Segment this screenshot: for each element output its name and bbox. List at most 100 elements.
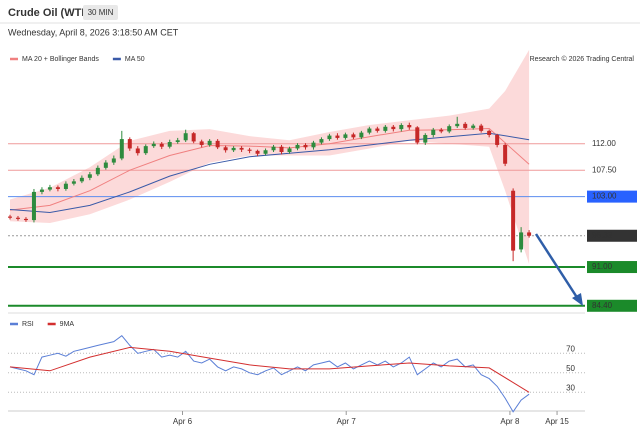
level-label: 84.40 [592,301,613,310]
x-tick-label: Apr 8 [500,417,520,426]
level-label: 91.00 [592,262,613,271]
candle-body [431,129,436,135]
forecast-arrow [534,233,583,306]
level-label-box [587,164,637,177]
candle-body [7,216,12,218]
candle-body [439,129,444,132]
candle-body [335,135,340,138]
candle-body [135,148,140,154]
candle-body [151,143,156,147]
candle-body [159,143,164,147]
candle-body [263,150,268,154]
candle-body [95,167,100,175]
candle-body [287,148,292,152]
arrow-line [534,233,580,300]
candle-body [327,135,332,140]
candle-body [175,140,180,143]
legend-label: MA 20 + Bollinger Bands [22,56,99,63]
candle-body [39,189,44,192]
candle-body [511,190,516,251]
level-label: 112.00 [592,139,616,148]
interval-badge [83,5,118,20]
y-tick-label: 50 [566,364,575,373]
candle-body [183,133,188,141]
rsi-line [9,335,530,413]
title: Crude Oil (WTI) [8,7,88,19]
candle-body [111,158,116,163]
candle-body [455,123,460,127]
candle-body [215,140,220,148]
candle-body [447,126,452,132]
candle-body [47,187,52,190]
candle-body [31,191,36,221]
rsi-line [9,346,530,393]
candle-body [503,144,508,164]
candle-body [423,134,428,143]
candle-body [207,140,212,145]
candle-body [359,132,364,138]
y-tick-label: 70 [566,344,575,353]
candle-body [199,141,204,145]
legend-label: RSI [22,321,34,328]
candle-body [239,147,244,150]
candle-body [479,125,484,131]
level-label-box [587,299,637,312]
candle-body [279,146,284,152]
credit: Research © 2026 Trading Central [530,55,635,63]
candle-body [351,134,356,138]
candle-body [127,139,132,149]
candle-body [463,123,468,128]
candle-body [407,125,412,128]
candle-body [295,144,300,149]
arrow-head [572,293,583,306]
level-label: 96.33 [592,231,613,240]
candle-body [487,130,492,135]
candle-body [247,149,252,151]
candle-body [71,181,76,184]
level-label-box [587,137,637,150]
candle-body [375,128,380,131]
candle-body [167,142,172,147]
candle-body [87,174,92,178]
candle-body [519,232,524,250]
level-label-box [587,229,637,242]
candle-body [391,126,396,130]
candle-body [399,125,404,130]
x-tick-label: Apr 15 [545,417,569,426]
candle-body [471,125,476,128]
candle-body [255,150,260,154]
timestamp: Wednesday, April 8, 2026 3:18:50 AM CET [8,27,179,37]
candle-body [119,139,124,159]
level-label: 103.00 [592,192,617,201]
candle-body [303,144,308,148]
candle-body [223,147,228,151]
x-tick-label: Apr 6 [173,417,193,426]
candle-body [271,146,276,151]
y-tick-label: 30 [566,383,575,392]
moving-average [9,132,530,214]
interval: 30 MIN [88,8,114,17]
candle-body [415,127,420,143]
candle-body [311,142,316,148]
candle-body [319,139,324,143]
level-label-box [587,190,637,203]
candle-body [143,146,148,154]
level-label: 107.50 [592,165,617,174]
x-tick-label: Apr 7 [337,417,357,426]
candle-body [231,147,236,151]
candle-body [527,232,532,236]
candle-body [63,183,68,189]
candle-body [15,217,20,219]
candle-body [383,126,388,131]
candle-body [191,133,196,142]
candle-body [55,187,60,189]
candle-body [495,134,500,145]
candle-body [79,177,84,182]
candle-body [23,218,28,221]
level-label-box [587,261,637,274]
legend-label: MA 50 [125,56,145,63]
candle-body [103,162,108,168]
candle-body [343,134,348,138]
